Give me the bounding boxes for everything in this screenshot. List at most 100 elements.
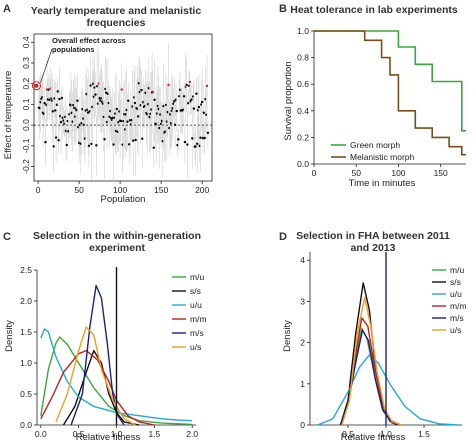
data-point: [195, 92, 198, 95]
data-point: [43, 101, 46, 105]
panel-c-x-tick-label: 0.0: [35, 429, 47, 439]
data-point: [173, 100, 176, 103]
data-point: [191, 137, 194, 140]
panel-d-y-tick-label: 2: [300, 338, 305, 348]
panel-b-ylabel: Survival proportion: [283, 61, 294, 140]
legend-label: m/s: [450, 313, 464, 323]
panel-c-y-tick-label: 0.5: [20, 389, 32, 399]
panel-c-x-tick-label: 0.5: [73, 429, 85, 439]
data-point: [187, 101, 190, 105]
panel-d-x-tick-label: 1.5: [418, 429, 430, 439]
panel-d-y-tick-label: 4: [300, 255, 305, 265]
annotation-pointer: [40, 48, 53, 83]
panel-a-y-tick-label: 0.3: [21, 57, 31, 69]
data-point: [112, 143, 115, 146]
data-point: [153, 98, 156, 101]
panel-c-y-tick-label: 2.5: [20, 265, 32, 275]
panel-a-y-tick-label: -0.2: [21, 159, 31, 174]
data-point: [60, 96, 64, 100]
panel-c-xlabel: Relative fitness: [76, 432, 141, 443]
panel-d-x-tick-label: 1.0: [380, 429, 392, 439]
panel-b-y-tick-label: 0.8: [297, 53, 309, 63]
legend-label: u/s: [450, 325, 461, 335]
panel-a-xlabel: Population: [101, 194, 146, 205]
overall-effect-ring: [31, 81, 41, 91]
panel-a-x-tick-label: 0: [36, 185, 41, 195]
data-point: [206, 131, 210, 135]
panel-b-x-tick-label: 100: [391, 168, 405, 178]
panel-a-ylabel: Effect of temperature: [3, 71, 14, 160]
overall-effect-point: [34, 83, 39, 88]
data-point: [136, 115, 140, 118]
panel-a-y-tick-label: 0.4: [21, 36, 31, 48]
legend-label: s/s: [190, 286, 201, 296]
legend-label: m/s: [190, 328, 204, 338]
annotation-line2: populations: [52, 45, 95, 54]
data-point: [140, 88, 143, 92]
density-curve-u-s: [341, 296, 402, 426]
density-curve-s-s: [62, 349, 140, 426]
data-point: [175, 109, 178, 113]
data-point: [52, 145, 55, 148]
panel-c-label: C: [3, 231, 11, 243]
panel-b-y-tick-label: 0.4: [297, 106, 309, 116]
panel-d-title-line1: Selection in FHA between 2011: [296, 230, 450, 242]
panel-d-y-tick-label: 3: [300, 296, 305, 306]
density-curve-m-m: [339, 317, 402, 426]
data-point: [185, 83, 188, 87]
panel-b-label: B: [279, 3, 287, 15]
data-point: [51, 110, 55, 113]
data-point: [177, 138, 180, 141]
legend-label: u/s: [190, 342, 201, 352]
panel-d-title-line2: and 2013: [351, 242, 396, 254]
data-point: [103, 138, 106, 141]
panel-c-title-line1: Selection in the within-generation: [33, 230, 201, 242]
data-point: [167, 83, 170, 87]
data-point: [197, 105, 201, 109]
data-point: [120, 88, 123, 91]
panel-b-title: Heat tolerance in lab experiments: [290, 4, 458, 16]
series-line-melanistic-morph: [314, 30, 466, 156]
data-point: [115, 107, 119, 111]
panel-a-x-tick-label: 50: [74, 185, 84, 195]
annotation-line1: Overall effect across: [52, 36, 126, 45]
data-point: [44, 140, 47, 144]
panel-a-x-tick-label: 100: [113, 185, 127, 195]
data-point: [119, 119, 123, 123]
panel-b-x-tick-label: 150: [434, 168, 448, 178]
data-point: [202, 111, 205, 114]
legend-label: s/s: [450, 277, 461, 287]
density-curve-u-u: [317, 354, 459, 426]
data-point: [132, 139, 135, 142]
data-point: [86, 111, 90, 114]
panel-a-title-line2: frequencies: [87, 17, 146, 29]
panel-a-y-tick-label: 0.1: [21, 98, 31, 110]
legend-label: m/u: [190, 272, 204, 282]
data-point: [152, 146, 155, 149]
panel-d-y-tick-label: 0: [300, 420, 305, 430]
panel-d-label: D: [279, 231, 287, 243]
panel-b-plot: 0 50 100 150 0.0 0.2 0.4 0.6 0.8 1.0 Green morph Me…: [297, 26, 466, 178]
data-point: [127, 143, 131, 146]
data-point: [133, 101, 137, 105]
data-point: [126, 120, 129, 123]
panel-b-x-tick-label: 50: [351, 168, 361, 178]
data-point: [186, 143, 189, 146]
legend-label: m/u: [450, 265, 464, 275]
panel-b-y-tick-label: 0.2: [297, 132, 309, 142]
panel-a-frame: [33, 33, 213, 182]
panel-a-label: A: [3, 3, 11, 15]
panel-d-y-tick-label: 1: [300, 379, 305, 389]
panel-b-y-tick-label: 0.6: [297, 79, 309, 89]
panel-d-xlabel: Relative fitness: [341, 432, 406, 443]
data-point: [151, 90, 155, 94]
data-point: [76, 99, 79, 102]
data-point: [199, 136, 202, 139]
legend-label: m/m: [450, 301, 467, 311]
data-point: [192, 107, 196, 110]
panel-c-ylabel: Density: [4, 320, 15, 352]
data-point: [188, 80, 192, 84]
panel-c-y-tick-label: 1.5: [20, 327, 32, 337]
panel-a-x-tick-label: 200: [195, 185, 209, 195]
